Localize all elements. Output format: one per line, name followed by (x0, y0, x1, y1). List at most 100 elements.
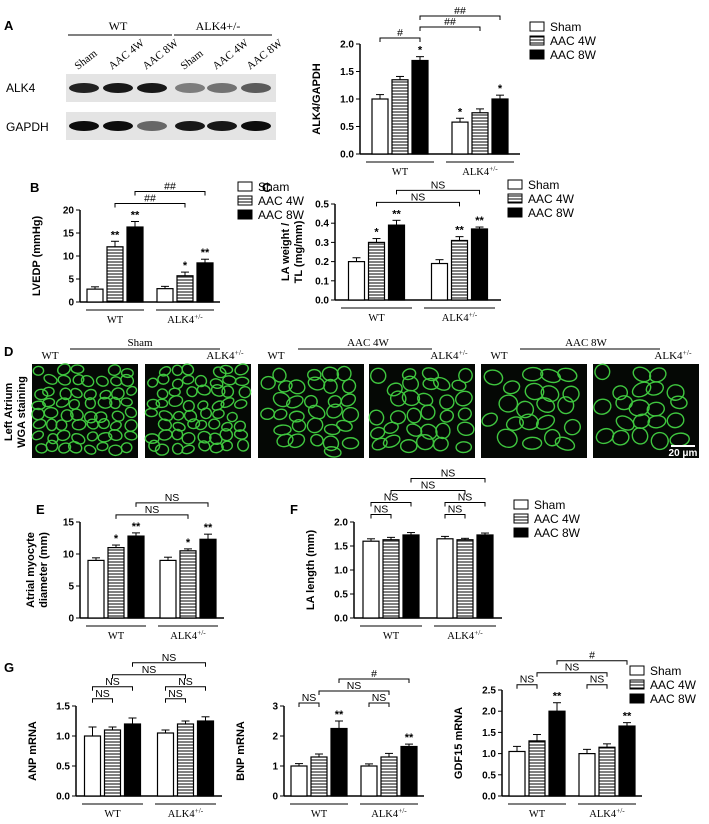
wga-cell-outline (234, 376, 250, 387)
y-tick-label: 0.5 (56, 762, 70, 773)
wga-cell-outline (401, 389, 421, 407)
significance-bracket (115, 514, 189, 519)
panel-letter-a: A (4, 18, 14, 33)
wga-row-label-2: WGA staining (16, 376, 28, 448)
chart-g3: 0.0 0.5 1.0 1.5 2.0 2.5 GDF15 mRNA ** ** WT ALK4+/… (453, 650, 642, 820)
wga-cell-outline (481, 412, 498, 427)
group-label: ALK4+/- (170, 628, 206, 642)
significance-star: * (498, 83, 503, 95)
wga-cell-outline (631, 427, 649, 445)
bar (436, 538, 454, 619)
significance-star: ** (455, 225, 464, 237)
wga-cell-outline (208, 418, 221, 430)
wga-cell-outline (632, 413, 651, 430)
wga-cell-outline (94, 411, 108, 424)
wga-cell-outline (540, 385, 560, 403)
wga-cell-outline (543, 428, 561, 447)
bar (176, 275, 194, 303)
bar (598, 746, 616, 797)
y-tick-label: 0 (272, 792, 278, 803)
wga-cell-outline (96, 441, 109, 452)
y-tick-label: 0.1 (315, 276, 329, 287)
significance-label: ## (164, 181, 176, 193)
significance-star: * (458, 106, 463, 118)
significance-bracket (370, 502, 412, 507)
panel-letter-b: B (30, 180, 39, 195)
wga-cell-outline (399, 439, 418, 454)
wga-cell-outline (181, 431, 196, 445)
wga-cell-outline (144, 407, 158, 418)
wga-cell-outline (288, 379, 306, 395)
bar (528, 740, 546, 797)
wga-cell-outline (498, 394, 519, 413)
wga-cell-outline (288, 410, 305, 423)
wga-cell-outline (535, 414, 556, 430)
wga-cell-outline (221, 385, 235, 398)
wga-cell-outline (219, 364, 234, 375)
wga-cell-outline (277, 380, 293, 393)
blot-lane-label: Sham (72, 47, 99, 72)
legend-label: Sham (550, 20, 581, 34)
wga-cell-outline (287, 433, 306, 449)
wga-cell-outline (505, 416, 524, 431)
wga-cell-outline (670, 395, 688, 410)
significance-label: NS (142, 664, 157, 676)
significance-star: ** (201, 247, 210, 259)
wga-cell-outline (111, 410, 125, 422)
significance-label: NS (421, 480, 436, 492)
y-axis-label-line: TL (mg/mm) (293, 220, 305, 283)
y-tick-label: 0.5 (340, 122, 354, 133)
bar (367, 241, 386, 301)
y-tick-label: 1 (272, 762, 278, 773)
significance-bracket (318, 690, 390, 695)
y-axis-label: ALK4/GAPDH (311, 63, 323, 135)
chart-g2: 0 1 2 3 BNP mRNA ** ** WT ALK4+/- NS NS NS # (235, 668, 424, 820)
bar (87, 559, 105, 619)
wga-cell-outline (155, 398, 169, 409)
significance-label: NS (105, 676, 120, 688)
wga-cell-outline (86, 418, 99, 430)
wga-cell-outline (521, 366, 544, 382)
y-axis-label: ANP mRNA (27, 721, 39, 781)
significance-star: ** (111, 229, 120, 241)
blot-band-alk4 (207, 83, 237, 93)
significance-bracket (112, 674, 186, 679)
y-tick-label: 15 (63, 229, 75, 240)
blot-group-alk4: ALK4+/- (196, 19, 241, 33)
wga-cell-outline (109, 420, 122, 431)
wga-cell-outline (83, 411, 98, 424)
legend-label: AAC 4W (534, 512, 581, 526)
wga-cell-outline (432, 436, 449, 452)
wga-cell-outline (420, 404, 436, 421)
bar (451, 121, 469, 155)
significance-star: ** (553, 691, 562, 703)
wga-cell-outline (321, 366, 340, 382)
significance-label: NS (590, 674, 605, 686)
y-tick-label: 1.5 (334, 542, 348, 553)
wga-image-background (32, 364, 138, 458)
wga-cell-outline (120, 373, 135, 387)
wga-cell-outline (168, 395, 184, 408)
wga-cell-outline (371, 437, 388, 451)
wga-cell-outline (219, 428, 234, 442)
wga-cell-outline (645, 381, 665, 396)
panel-letter-e: E (36, 502, 45, 517)
y-tick-label: 10 (63, 252, 75, 263)
wga-cell-outline (71, 432, 86, 445)
y-tick-label: 1.5 (56, 702, 70, 713)
legend-label: Sham (258, 180, 289, 194)
significance-label: # (397, 27, 403, 39)
significance-bracket (556, 660, 628, 665)
wga-cell-outline (422, 377, 439, 391)
significance-star: ** (335, 709, 344, 721)
wga-genotype-label: ALK4+/- (430, 348, 468, 362)
significance-bracket (298, 702, 320, 707)
wga-cell-outline (147, 377, 159, 388)
y-tick-label: 3 (272, 702, 278, 713)
bar (380, 756, 398, 797)
legend-swatch (629, 693, 645, 704)
chart-f: 0.0 0.5 1.0 1.5 2.0 LA length (mm) WT ALK4+/- NS… (305, 468, 502, 642)
wga-genotype-label: WT (490, 350, 507, 362)
wga-cell-outline (612, 385, 629, 401)
